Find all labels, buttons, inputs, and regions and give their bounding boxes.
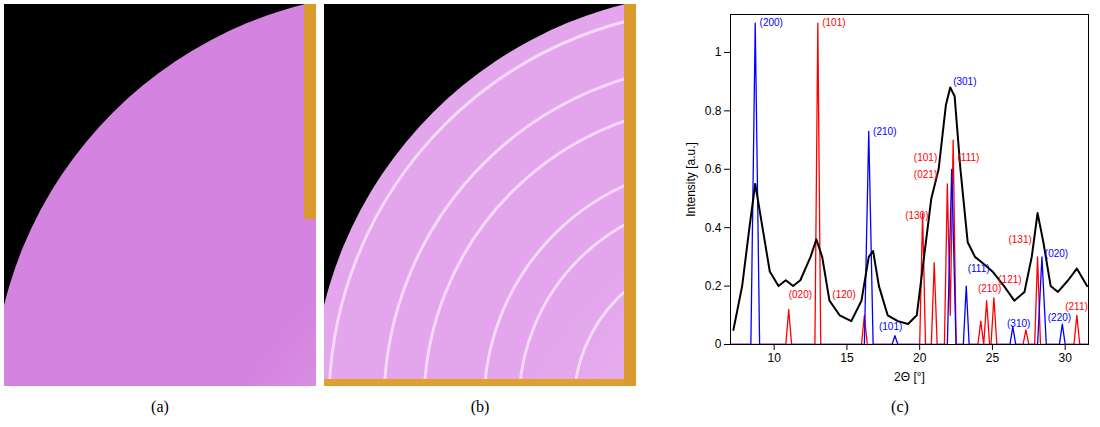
svg-text:(121): (121)	[998, 274, 1021, 285]
svg-text:(200): (200)	[760, 17, 783, 28]
svg-text:20: 20	[913, 351, 927, 365]
svg-text:2Θ [°]: 2Θ [°]	[894, 370, 925, 384]
svg-text:0: 0	[715, 337, 722, 351]
svg-text:(101): (101)	[822, 17, 845, 28]
svg-text:25: 25	[986, 351, 1000, 365]
svg-text:(210): (210)	[873, 126, 896, 137]
html-text:(b): (b)	[470, 398, 490, 415]
svg-text:(220): (220)	[1048, 312, 1071, 323]
svg-text:(111): (111)	[958, 152, 980, 163]
svg-text:(310): (310)	[1007, 318, 1030, 329]
svg-text:(101): (101)	[914, 152, 937, 163]
svg-text:10: 10	[767, 351, 781, 365]
html-text:(c): (c)	[891, 398, 909, 415]
svg-text:(120): (120)	[832, 289, 855, 300]
html-text:(a): (a)	[151, 398, 169, 415]
svg-text:(101): (101)	[879, 321, 902, 332]
svg-text:(020): (020)	[1045, 248, 1068, 259]
svg-text:(021): (021)	[914, 169, 937, 180]
svg-text:15: 15	[840, 351, 854, 365]
svg-text:(210): (210)	[977, 283, 1002, 295]
svg-text:30: 30	[1059, 351, 1073, 365]
svg-text:1: 1	[715, 45, 722, 59]
svg-text:(130): (130)	[905, 210, 928, 221]
svg-text:0.6: 0.6	[705, 162, 722, 176]
svg-text:(111): (111)	[968, 263, 990, 274]
svg-text:(301): (301)	[953, 76, 976, 87]
svg-text:(211): (211)	[1065, 301, 1088, 312]
svg-text:0.4: 0.4	[705, 221, 722, 235]
svg-text:(131): (131)	[1008, 234, 1031, 245]
svg-text:0.2: 0.2	[705, 279, 722, 293]
svg-text:Intensity [a.u.]: Intensity [a.u.]	[684, 142, 698, 217]
svg-text:0.8: 0.8	[705, 104, 722, 118]
svg-text:(020): (020)	[789, 289, 812, 300]
